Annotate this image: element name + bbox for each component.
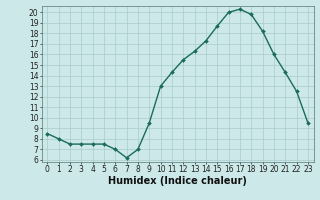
X-axis label: Humidex (Indice chaleur): Humidex (Indice chaleur) — [108, 176, 247, 186]
